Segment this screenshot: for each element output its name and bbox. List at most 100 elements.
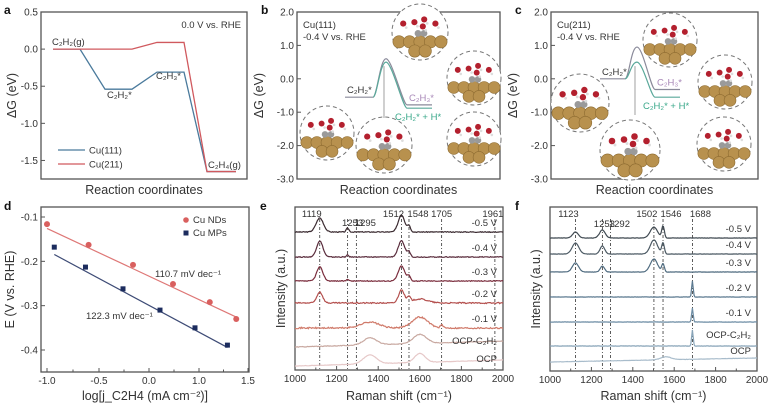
cu-atom: [578, 116, 593, 130]
oxygen-atom: [681, 28, 688, 35]
x-axis-label: Raman shift (cm⁻¹): [601, 389, 707, 403]
hydrogen-atom: [332, 123, 336, 127]
peak-label: 1292: [609, 219, 630, 230]
x-tick-label: 1000: [284, 374, 307, 385]
spectrum-label: -0.4 V: [726, 240, 752, 251]
pathway-c2h2-h: [372, 61, 432, 109]
carbon-atom: [719, 80, 727, 87]
plot-frame: [40, 206, 250, 373]
oxygen-atom: [326, 124, 333, 131]
spectrum-0: [550, 225, 758, 239]
peak-label: 1253: [594, 219, 615, 230]
spectrum-label: -0.4 V: [472, 243, 498, 254]
spectrum-label: OCP: [730, 346, 751, 357]
oxygen-atom: [631, 133, 638, 140]
pathway-c2h3: [600, 46, 680, 91]
oxygen-atom: [592, 91, 600, 98]
y-tick-label: 1.0: [534, 41, 548, 52]
oxygen-atom: [704, 132, 711, 139]
hydrogen-atom: [416, 24, 419, 28]
state-label: C₂H₂*: [347, 85, 372, 96]
data-point-mp: [157, 307, 163, 313]
y-tick-label: 1.0: [280, 41, 294, 52]
carbon-atom: [414, 30, 422, 37]
hydrogen-atom: [459, 133, 463, 137]
carbon-atom: [718, 142, 726, 149]
structure-inset: [446, 50, 502, 106]
structure-inset: [446, 111, 502, 167]
oxygen-atom: [725, 128, 732, 135]
y-tick-label: -0.3: [21, 301, 39, 312]
oxygen-atom: [485, 127, 492, 134]
hydrogen-atom: [728, 141, 732, 144]
oxygen-atom: [716, 69, 723, 76]
y-tick-label: 0.5: [24, 8, 38, 19]
y-tick-label: -0.4: [21, 346, 39, 357]
oxygen-atom: [571, 89, 578, 97]
carbon-atom: [468, 76, 476, 83]
cu-atom: [487, 142, 501, 155]
legend-label: Cu MPs: [193, 228, 227, 239]
oxygen-atom: [385, 129, 392, 136]
carbon-atom: [630, 147, 638, 156]
x-tick-label: 1800: [450, 374, 473, 385]
oxygen-atom: [629, 140, 637, 148]
oxygen-atom: [338, 121, 345, 128]
surface-annotation: Cu(211): [557, 20, 591, 31]
oxygen-atom: [559, 91, 566, 98]
hydrogen-atom: [343, 127, 347, 131]
hydrogen-atom: [720, 137, 723, 140]
y-tick-label: -0.5: [21, 82, 39, 93]
cu-atom: [434, 35, 448, 49]
hydrogen-atom: [331, 130, 335, 133]
cu-atom: [382, 157, 396, 171]
legend-label: Cu(211): [89, 160, 123, 171]
oxygen-atom: [454, 127, 461, 134]
x-tick-label: 1.0: [192, 376, 206, 387]
hydrogen-atom: [388, 142, 392, 145]
hydrogen-atom: [721, 75, 724, 78]
y-tick-label: 2.0: [280, 8, 294, 19]
y-axis-label: E (V vs. RHE): [3, 251, 17, 329]
data-point-nd: [130, 261, 136, 268]
x-tick-label: 1800: [704, 375, 727, 386]
y-tick-label: -2.0: [277, 141, 295, 152]
peak-label: 1123: [558, 209, 578, 220]
hydrogen-atom: [470, 132, 473, 135]
hydrogen-atom: [575, 95, 579, 99]
hydrogen-atom: [686, 34, 690, 38]
oxygen-atom: [581, 86, 588, 94]
state-label: C₂H₃*: [409, 93, 434, 104]
state-label: C₂H₂*: [602, 67, 627, 78]
hydrogen-atom: [625, 142, 629, 145]
panel-label-b: b: [261, 3, 268, 17]
cu-atom: [628, 163, 643, 178]
state-label: C₂H₃*: [156, 71, 181, 82]
carbon-atom: [664, 38, 672, 45]
oxygen-atom: [705, 70, 712, 77]
x-tick-label: 1600: [663, 375, 686, 386]
legend-marker: [183, 230, 189, 236]
spectrum-label: -0.3 V: [472, 267, 498, 278]
spectrum-0: [294, 214, 504, 234]
legend-label: Cu(111): [89, 146, 122, 157]
oxygen-atom: [608, 137, 616, 145]
spectrum-label: -0.5 V: [472, 218, 498, 229]
structure-inset: [391, 3, 449, 61]
state-label: C₂H₂* + H*: [395, 112, 441, 123]
x-axis-label: Reaction coordinates: [340, 183, 457, 197]
cu-atom: [472, 90, 486, 103]
y-tick-label: -0.2: [21, 257, 39, 268]
x-tick-label: 1000: [539, 375, 562, 386]
y-tick-label: -2.0: [531, 141, 549, 152]
tafel-slope-nds: 110.7 mV dec⁻¹: [155, 269, 221, 280]
data-point-mp: [51, 244, 57, 250]
spectrum-2: [295, 265, 504, 283]
x-tick-label: 1200: [325, 374, 348, 385]
y-tick-label: -1.0: [277, 108, 295, 119]
y-tick-label: -1.5: [21, 156, 39, 167]
tafel-slope-mps: 122.3 mV dec⁻¹: [86, 311, 153, 322]
cu-atom: [645, 153, 660, 168]
y-tick-label: -1.0: [21, 119, 39, 130]
data-point-nd: [170, 280, 176, 287]
